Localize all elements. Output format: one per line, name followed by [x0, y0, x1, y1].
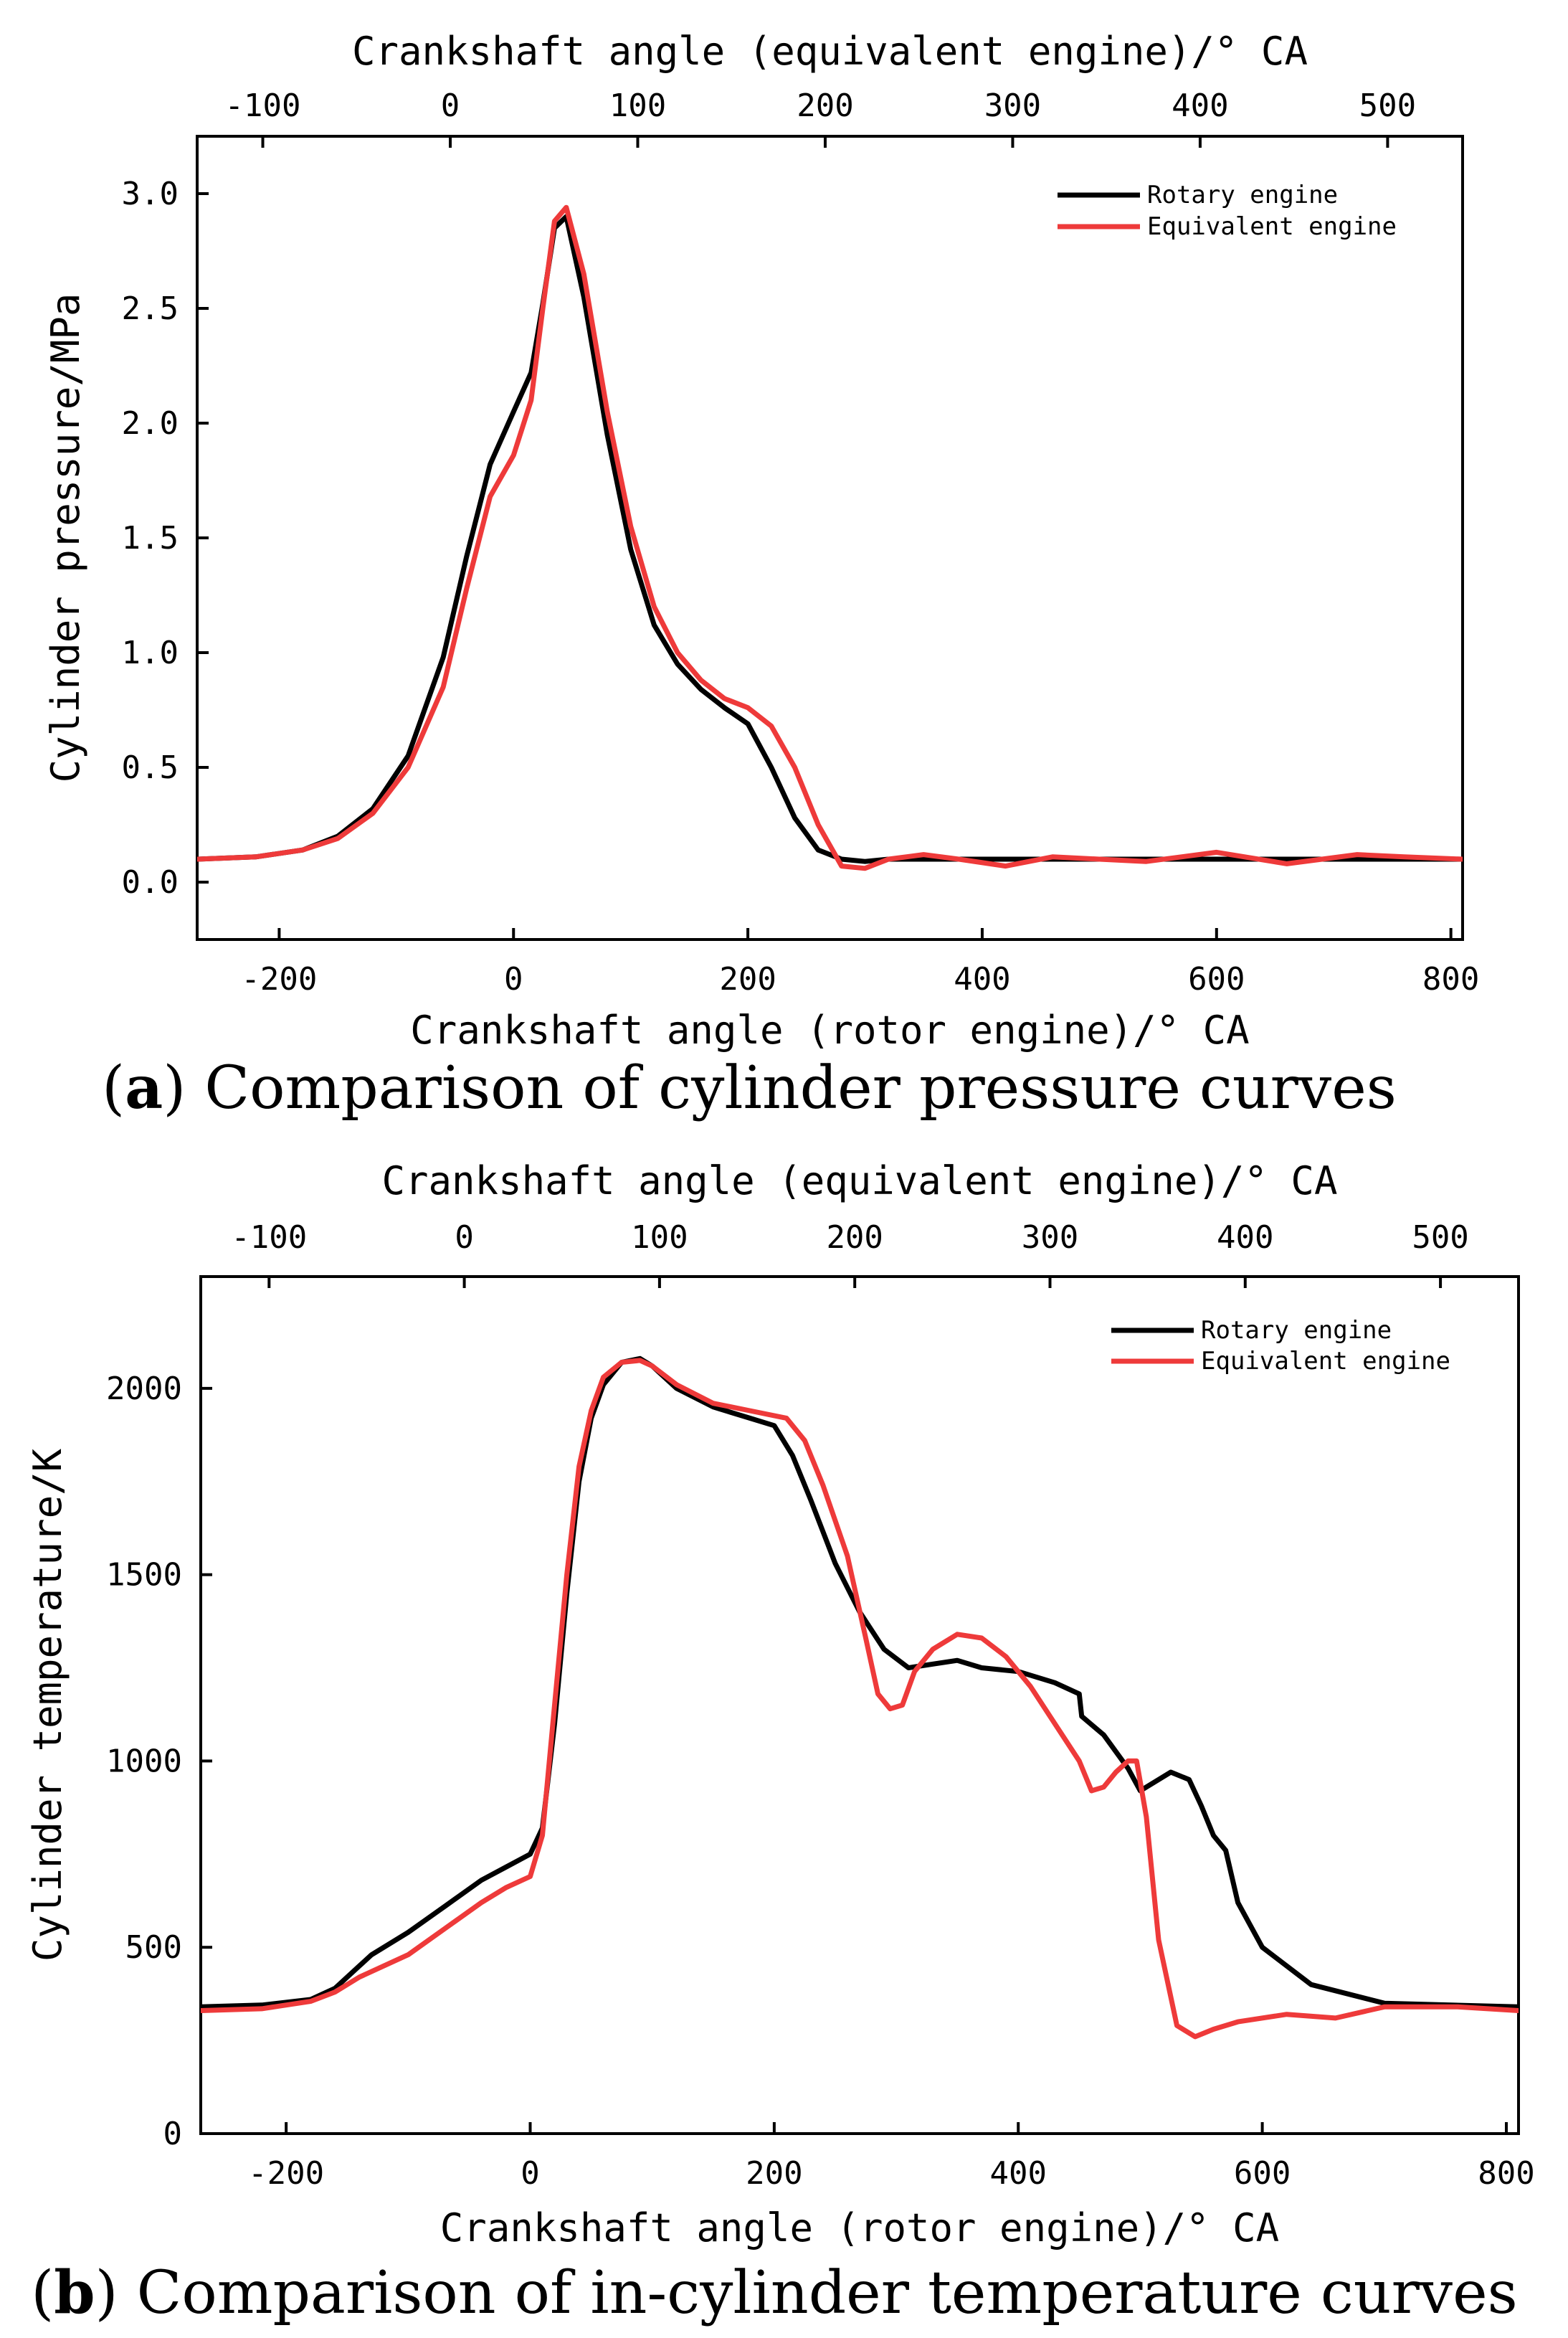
y-tick-label: 2.5 [122, 290, 179, 327]
y-tick-label: 2000 [106, 1371, 182, 1407]
x2-axis-title: Crankshaft angle (equivalent engine)/° C… [382, 1158, 1338, 1203]
legend-label: Equivalent engine [1201, 1347, 1450, 1376]
x2-tick-label: -100 [225, 87, 301, 124]
y-axis-title: Cylinder temperature/K [25, 1448, 70, 1961]
y-tick-label: 3.0 [122, 176, 179, 212]
caption-letter: b [54, 2258, 95, 2327]
x-tick-label: 400 [954, 961, 1010, 998]
caption-paren-close: ) [95, 2259, 118, 2327]
series-line-equivalent-engine [201, 1358, 1519, 2040]
x2-tick-label: 100 [609, 87, 666, 124]
caption-letter: a [125, 1054, 163, 1122]
caption-paren-close: ) [163, 1054, 186, 1122]
y-tick-label: 2.0 [122, 405, 179, 442]
y-tick-label: 1.5 [122, 520, 179, 557]
chart-a: -200 0 200 400 600 800 -100 0 100 200 300 400 500 0.0… [43, 29, 1479, 1122]
legend-label: Rotary engine [1147, 181, 1338, 209]
y-tick-label: 1000 [106, 1743, 182, 1779]
x-tick-label: -200 [248, 2155, 324, 2192]
x2-tick-label: 0 [455, 1219, 474, 1256]
series-line-rotary-engine [197, 214, 1463, 864]
x-tick-label: 800 [1478, 2155, 1534, 2192]
x2-tick-label: 300 [1022, 1219, 1078, 1256]
x2-tick-label: 300 [984, 87, 1041, 124]
caption-paren-open: ( [102, 1054, 125, 1122]
x2-tick-label: 100 [631, 1219, 688, 1256]
plot-frame [196, 135, 1464, 941]
plot-frame [199, 1275, 1520, 2135]
x2-tick-label: 0 [441, 87, 460, 124]
series-line-equivalent-engine [197, 204, 1463, 871]
series-line-rotary-engine [201, 1355, 1519, 2010]
x-tick-label: 600 [1188, 961, 1245, 998]
x2-tick-label: 200 [797, 87, 853, 124]
chart-b: -200 0 200 400 600 800 -100 0 100 200 300 400 500 0 50… [25, 1158, 1535, 2327]
x-axis-title: Crankshaft angle (rotor engine)/° CA [440, 2205, 1279, 2251]
y-tick-label: 0.5 [122, 749, 179, 786]
y-tick-label: 0 [163, 2116, 183, 2152]
y-axis-title: Cylinder pressure/MPa [43, 293, 88, 783]
caption-paren-open: ( [31, 2259, 54, 2327]
x-tick-label: 200 [746, 2155, 802, 2192]
figure-caption: (b) Comparison of in-cylinder temperatur… [31, 2258, 1518, 2327]
x2-axis-title: Crankshaft angle (equivalent engine)/° C… [352, 29, 1308, 74]
x-tick-label: 0 [521, 2155, 540, 2192]
x2-tick-label: 500 [1359, 87, 1416, 124]
figure-caption: (a) Comparison of cylinder pressure curv… [102, 1054, 1397, 1122]
y-tick-label: 500 [125, 1929, 182, 1966]
y-tick-label: 1.0 [122, 635, 179, 671]
x-tick-label: 0 [504, 961, 523, 998]
y-tick-label: 0.0 [122, 864, 179, 901]
x2-tick-label: 500 [1412, 1219, 1468, 1256]
legend-label: Rotary engine [1201, 1316, 1392, 1345]
caption-text: Comparison of cylinder pressure curves [186, 1054, 1397, 1122]
x2-tick-label: 200 [826, 1219, 883, 1256]
x2-tick-label: 400 [1172, 87, 1228, 124]
x2-tick-label: 400 [1217, 1219, 1273, 1256]
legend: Rotary engine Equivalent engine [1058, 181, 1397, 241]
legend-label: Equivalent engine [1147, 212, 1397, 241]
x-tick-label: 400 [989, 2155, 1046, 2192]
x-tick-label: -200 [241, 961, 317, 998]
caption-text: Comparison of in-cylinder temperature cu… [118, 2259, 1518, 2327]
x-axis-title: Crankshaft angle (rotor engine)/° CA [410, 1008, 1249, 1053]
y-tick-label: 1500 [106, 1557, 182, 1594]
x-tick-label: 800 [1422, 961, 1479, 998]
x2-tick-label: -100 [231, 1219, 307, 1256]
x-tick-label: 200 [719, 961, 776, 998]
x-tick-label: 600 [1234, 2155, 1291, 2192]
